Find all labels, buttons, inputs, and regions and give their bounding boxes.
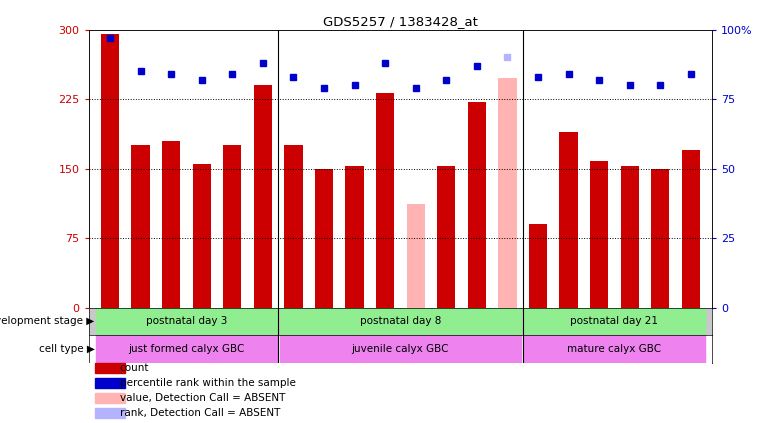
Text: mature calyx GBC: mature calyx GBC — [567, 344, 661, 354]
Bar — [590, 161, 608, 308]
Bar — [407, 204, 425, 308]
Bar — [192, 164, 211, 308]
Bar — [95, 378, 125, 388]
Bar — [498, 78, 517, 308]
Bar — [280, 335, 521, 363]
Bar — [437, 166, 455, 308]
Bar — [467, 102, 486, 308]
Bar — [95, 393, 125, 403]
Bar — [621, 166, 639, 308]
Text: juvenile calyx GBC: juvenile calyx GBC — [352, 344, 449, 354]
Text: count: count — [120, 363, 149, 373]
Bar — [559, 132, 578, 308]
Bar — [529, 224, 547, 308]
Bar — [223, 146, 242, 308]
Bar — [95, 408, 125, 418]
Bar — [681, 150, 700, 308]
Text: just formed calyx GBC: just formed calyx GBC — [128, 344, 245, 354]
Bar — [132, 146, 149, 308]
Bar — [101, 34, 119, 308]
Bar — [524, 335, 705, 363]
Text: postnatal day 8: postnatal day 8 — [360, 316, 441, 327]
Bar — [651, 169, 669, 308]
Bar — [280, 308, 521, 335]
Text: percentile rank within the sample: percentile rank within the sample — [120, 378, 296, 388]
Text: postnatal day 3: postnatal day 3 — [146, 316, 227, 327]
Bar — [95, 363, 125, 373]
Text: development stage ▶: development stage ▶ — [0, 316, 95, 327]
Text: value, Detection Call = ABSENT: value, Detection Call = ABSENT — [120, 393, 285, 403]
Bar — [96, 308, 276, 335]
Bar — [162, 141, 180, 308]
Bar — [253, 85, 272, 308]
Bar — [524, 308, 705, 335]
Text: rank, Detection Call = ABSENT: rank, Detection Call = ABSENT — [120, 408, 280, 418]
Bar — [315, 169, 333, 308]
Text: postnatal day 21: postnatal day 21 — [571, 316, 658, 327]
Text: cell type ▶: cell type ▶ — [38, 344, 95, 354]
Bar — [96, 335, 276, 363]
Bar — [376, 93, 394, 308]
Title: GDS5257 / 1383428_at: GDS5257 / 1383428_at — [323, 16, 478, 28]
Bar — [284, 146, 303, 308]
Bar — [346, 166, 363, 308]
